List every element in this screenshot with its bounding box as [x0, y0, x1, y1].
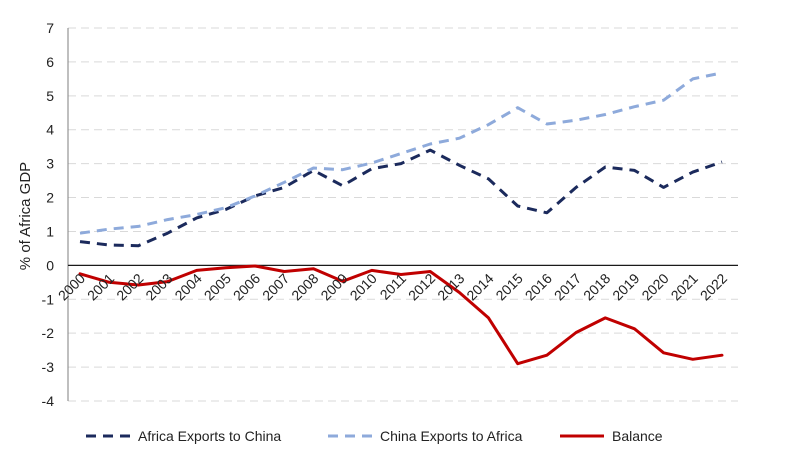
y-tick-label: 7: [46, 20, 54, 36]
x-tick-label: 2014: [463, 270, 496, 303]
y-tick-label: 3: [46, 156, 54, 172]
x-tick-label: 2008: [288, 270, 321, 303]
x-tick-label: 2002: [113, 270, 146, 303]
x-tick-label: 2007: [259, 270, 292, 303]
x-tick-label: 2020: [638, 270, 671, 303]
series-line-china-exports-to-africa: [79, 71, 723, 235]
x-tick-label: 2003: [142, 270, 175, 303]
x-tick-label: 2010: [347, 270, 380, 303]
y-tick-label: 5: [46, 88, 54, 104]
series-lines: [78, 71, 724, 366]
x-tick-label: 2006: [230, 270, 263, 303]
x-tick-label: 2015: [493, 270, 526, 303]
x-tick-label: 2021: [668, 270, 701, 303]
y-tick-label: -1: [42, 291, 55, 307]
y-tick-label: 0: [46, 257, 54, 273]
x-tick-label: 2019: [609, 270, 642, 303]
legend-label-balance: Balance: [612, 428, 663, 444]
y-tick-label: 4: [46, 122, 54, 138]
y-tick-label: -3: [42, 359, 55, 375]
y-tick-label: 1: [46, 223, 54, 239]
x-tick-label: 2009: [317, 270, 350, 303]
legend-label-china-exports-to-africa: China Exports to Africa: [380, 428, 523, 444]
x-tick-label: 2013: [434, 270, 467, 303]
axes: [67, 28, 738, 401]
y-axis-label: % of Africa GDP: [17, 162, 34, 270]
legend-label-africa-exports-to-china: Africa Exports to China: [138, 428, 281, 444]
x-tick-label: 2017: [551, 270, 584, 303]
series-line-balance: [78, 264, 724, 366]
series-line-africa-exports-to-china: [79, 148, 723, 248]
legend: Africa Exports to China China Exports to …: [86, 428, 663, 444]
x-tick-label: 2016: [522, 270, 555, 303]
x-tick-label: 2018: [580, 270, 613, 303]
x-tick-label: 2022: [697, 270, 730, 303]
y-tick-labels: -4 -3 -2 -1 0 1 2 3 4 5 6 7: [42, 20, 55, 409]
y-tick-label: 2: [46, 190, 54, 206]
x-tick-labels: 2000200120022003200420052006200720082009…: [55, 270, 730, 303]
y-tick-label: 6: [46, 54, 54, 70]
x-tick-label: 2005: [201, 270, 234, 303]
x-tick-label: 2004: [172, 270, 205, 303]
gridlines: [68, 27, 738, 402]
y-tick-label: -2: [42, 325, 55, 341]
y-tick-label: -4: [42, 393, 55, 409]
